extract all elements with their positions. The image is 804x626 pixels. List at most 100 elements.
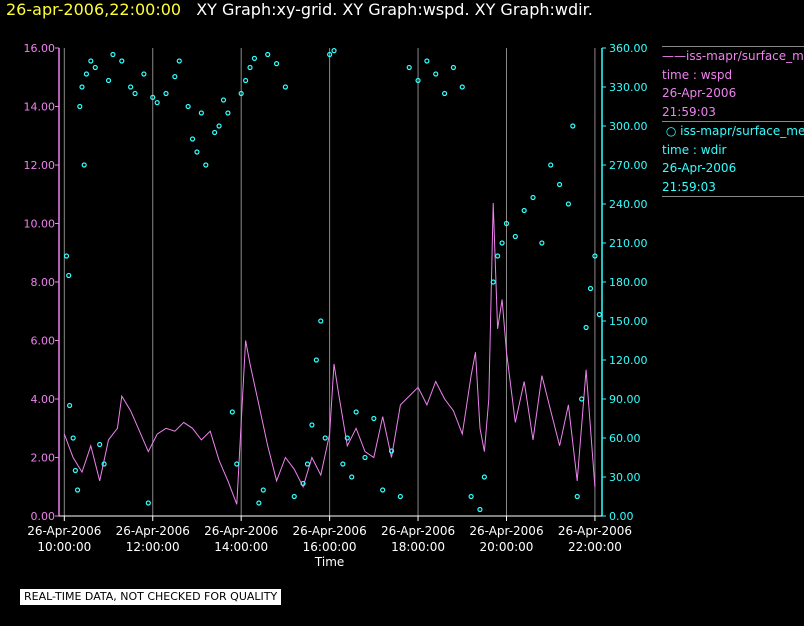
series-point-wdir — [441, 90, 448, 97]
quality-disclaimer: REAL-TIME DATA, NOT CHECKED FOR QUALITY — [20, 589, 282, 605]
series-line-wspd — [63, 202, 596, 505]
legend-wspd-time: 21:59:03 — [662, 104, 716, 119]
xy-graph[interactable]: 0.00 2.00 4.00 6.00 8.00 10.00 12.00 14.00 16.00… — [0, 0, 660, 626]
series-point-wdir — [380, 487, 386, 493]
right-axis-tick-label: 210.00 — [609, 237, 648, 250]
series-point-wdir — [583, 324, 589, 331]
left-axis-tick-label: 4.00 — [31, 393, 56, 406]
series-point-wdir — [273, 60, 280, 67]
series-point-wdir — [512, 233, 518, 240]
series-point-wdir — [344, 435, 350, 441]
series-point-wdir — [141, 71, 147, 77]
series-point-wdir — [97, 441, 103, 448]
legend-line-swatch: —— — [662, 49, 686, 63]
legend-wdir-date: 26-Apr-2006 — [662, 161, 737, 175]
legend-wdir-source-row: ○ iss-mapr/surface_met — [662, 122, 804, 141]
title-bar: 26-apr-2006,22:00:00 XY Graph:xy-grid. X… — [6, 0, 593, 24]
series-point-wdir — [331, 47, 337, 54]
series-point-wdir — [300, 480, 306, 487]
series-point-wdir — [565, 201, 571, 207]
series-point-wdir — [579, 396, 585, 402]
x-axis-tick-time: 20:00:00 — [480, 540, 534, 554]
x-axis-tick-time: 12:00:00 — [126, 540, 180, 554]
x-axis-tick-date: 26-Apr-2006 — [558, 524, 632, 538]
series-point-wdir — [189, 136, 196, 142]
series-point-wdir — [243, 77, 249, 84]
right-axis-tick-label: 60.00 — [609, 432, 641, 445]
series-point-wdir — [251, 55, 258, 62]
series-point-wdir — [79, 84, 85, 90]
legend-wspd-date: 26-Apr-2006 — [662, 86, 737, 100]
series-point-wdir — [415, 77, 421, 84]
series-point-wdir — [212, 129, 218, 136]
left-axis-tick-label: 16.00 — [24, 42, 56, 55]
left-axis-tick-label: 12.00 — [24, 159, 56, 172]
series-point-wdir — [570, 123, 576, 129]
series-point-wdir — [327, 51, 333, 58]
x-axis-label: Time — [314, 555, 344, 569]
series-point-wdir — [362, 454, 368, 461]
right-axis-tick-label: 270.00 — [609, 159, 648, 172]
right-axis-tick-label: 360.00 — [609, 42, 648, 55]
series-point-wdir — [313, 357, 319, 363]
series-point-wdir — [234, 461, 240, 467]
series-point-wdir — [63, 253, 70, 259]
series-point-wdir — [105, 77, 112, 84]
x-axis-tick-time: 22:00:00 — [568, 540, 622, 554]
x-axis-tick-date: 26-Apr-2006 — [27, 524, 101, 538]
legend-wdir-label: time : wdir — [662, 142, 727, 157]
x-axis-tick-time: 14:00:00 — [214, 540, 268, 554]
series-point-wdir — [556, 181, 563, 188]
x-axis-tick-date: 26-Apr-2006 — [293, 524, 367, 538]
series-point-wdir — [490, 279, 496, 285]
series-point-wdir — [72, 467, 78, 474]
series-point-wdir — [185, 103, 191, 110]
series-point-wdir — [229, 409, 235, 415]
x-axis-tick-time: 18:00:00 — [391, 540, 445, 554]
series-point-wdir — [203, 162, 209, 168]
left-axis-tick-label: 2.00 — [31, 452, 56, 465]
legend-wspd[interactable]: ——iss-mapr/surface_met time : wspd 26-Ap… — [662, 46, 804, 121]
left-axis-tick-label: 8.00 — [31, 276, 56, 289]
legend-wdir[interactable]: ○ iss-mapr/surface_met time : wdir 26-Ap… — [662, 121, 804, 196]
x-axis-tick-time: 16:00:00 — [303, 540, 357, 554]
series-point-wdir — [74, 487, 81, 493]
series-point-wdir — [154, 99, 160, 106]
series-point-wdir — [260, 487, 266, 493]
series-point-wdir — [530, 194, 536, 201]
series-point-wdir — [304, 461, 311, 467]
series-point-wdir — [433, 71, 439, 77]
series-point-wdir — [216, 123, 222, 129]
series-point-wdir — [88, 58, 94, 64]
right-axis-tick-label: 180.00 — [609, 276, 648, 289]
legend-circle-swatch: ○ — [662, 124, 681, 138]
left-axis-tick-label: 10.00 — [24, 218, 56, 231]
series-point-wdir — [481, 474, 487, 480]
right-axis-tick-label: 300.00 — [609, 120, 648, 133]
x-axis-tick-date: 26-Apr-2006 — [469, 524, 543, 538]
series-point-wdir — [424, 58, 430, 64]
series-point-wdir — [548, 162, 554, 168]
series-point-wdir — [371, 415, 377, 422]
series-point-wdir — [150, 94, 156, 101]
right-axis-tick-label: 0.00 — [609, 510, 634, 523]
series-point-wdir — [172, 73, 178, 80]
series-point-wdir — [477, 506, 483, 513]
right-axis-tick-label: 240.00 — [609, 198, 648, 211]
left-axis-tick-label: 14.00 — [24, 101, 56, 114]
series-point-wdir — [322, 435, 328, 441]
series-point-wdir — [265, 51, 271, 58]
series-point-wdir — [495, 253, 501, 259]
x-axis-tick-date: 26-Apr-2006 — [381, 524, 455, 538]
series-point-wdir — [406, 64, 412, 71]
series-point-wdir — [521, 207, 527, 214]
series-point-wdir — [539, 240, 545, 246]
series-point-wdir — [596, 311, 602, 318]
series-point-wdir — [163, 90, 169, 97]
series-point-wdir — [132, 90, 138, 97]
title-graphs: XY Graph:xy-grid. XY Graph:wspd. XY Grap… — [196, 0, 593, 19]
left-axis-tick-label: 6.00 — [31, 335, 56, 348]
series-point-wdir — [83, 71, 90, 77]
left-axis-tick-label: 0.00 — [31, 510, 56, 523]
x-axis-tick-date: 26-Apr-2006 — [204, 524, 278, 538]
